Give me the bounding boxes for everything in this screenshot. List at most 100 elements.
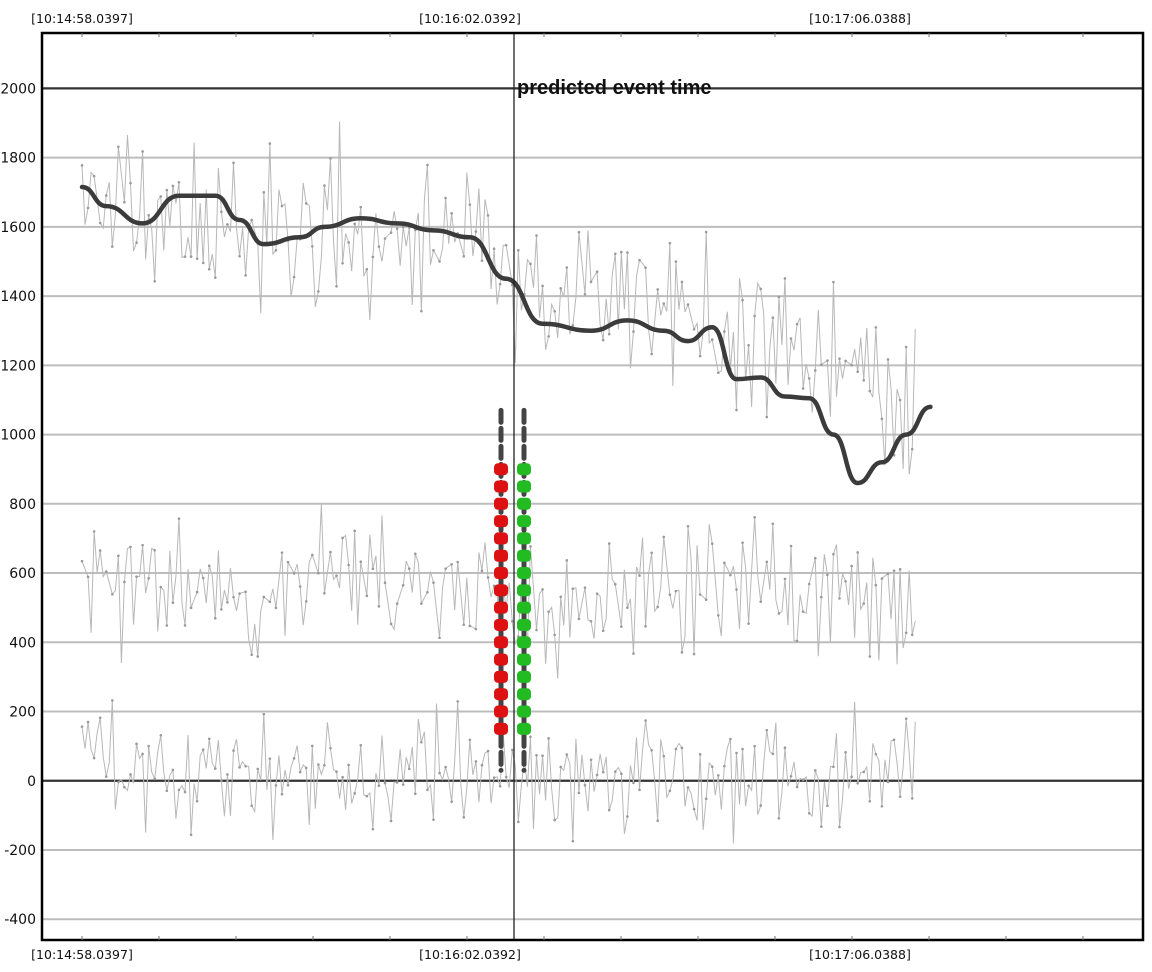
raw-point <box>304 766 308 770</box>
raw-point <box>529 735 532 739</box>
raw-point <box>129 545 132 549</box>
raw-point <box>668 241 672 245</box>
raw-point <box>547 737 550 740</box>
raw-point <box>432 818 435 821</box>
raw-point <box>292 572 296 575</box>
event-marker-dot <box>517 480 531 493</box>
x-tick-label-top: [10:17:06.0388] <box>809 11 911 26</box>
raw-point <box>371 827 375 831</box>
x-tick-label-top: [10:14:58.0397] <box>31 11 133 26</box>
raw-point <box>323 763 326 767</box>
raw-point <box>529 545 532 548</box>
raw-point <box>607 332 611 336</box>
raw-point <box>783 277 787 280</box>
raw-point <box>832 765 835 769</box>
raw-point <box>141 543 144 547</box>
raw-point <box>759 287 763 291</box>
plot-frame <box>40 31 1145 942</box>
raw-point <box>256 767 260 771</box>
raw-point <box>680 746 684 750</box>
raw-point <box>607 808 611 812</box>
raw-point <box>347 763 350 767</box>
raw-point <box>462 816 466 819</box>
raw-point <box>189 833 193 837</box>
raw-point <box>238 592 241 595</box>
raw-point <box>141 752 144 756</box>
raw-point <box>341 262 344 265</box>
y-tick-label: 1200 <box>0 358 36 374</box>
raw-point <box>747 622 750 625</box>
raw-point <box>892 569 896 572</box>
raw-point <box>135 742 138 746</box>
event-marker-dot <box>494 463 508 476</box>
raw-point <box>195 799 199 803</box>
raw-point <box>474 230 478 233</box>
raw-point <box>680 651 684 654</box>
raw-point <box>535 753 538 757</box>
raw-point <box>850 775 853 779</box>
raw-point <box>317 763 320 766</box>
raw-point <box>565 753 569 756</box>
raw-point <box>807 812 811 815</box>
raw-point <box>723 764 726 768</box>
raw-point <box>214 616 217 620</box>
raw-point <box>195 257 199 260</box>
raw-point <box>686 303 690 306</box>
raw-point <box>92 756 96 760</box>
smoothed-trend-group <box>79 33 933 940</box>
raw-point <box>365 794 369 798</box>
raw-point <box>480 569 484 573</box>
raw-point <box>529 262 532 266</box>
raw-point <box>420 740 423 744</box>
event-marker-dot <box>517 705 531 718</box>
event-marker-dot <box>494 688 508 701</box>
raw-point <box>650 748 653 752</box>
raw-point <box>444 765 447 769</box>
raw-point <box>420 309 423 313</box>
raw-point <box>486 214 490 217</box>
raw-point <box>577 230 581 234</box>
raw-point <box>710 765 714 769</box>
raw-point <box>389 622 393 626</box>
raw-point <box>868 389 872 393</box>
raw-point <box>268 757 272 760</box>
raw-point <box>292 757 296 760</box>
raw-point <box>195 590 199 594</box>
raw-point <box>310 553 314 557</box>
raw-point <box>862 379 866 382</box>
predicted-event-time-label: predicted event time <box>517 77 712 99</box>
raw-point <box>880 804 884 808</box>
raw-point <box>280 792 284 796</box>
raw-point <box>432 581 435 584</box>
y-tick-label: 1800 <box>0 151 36 167</box>
raw-point <box>238 254 241 258</box>
raw-point <box>571 323 575 327</box>
raw-point <box>480 259 484 262</box>
raw-point <box>765 728 769 732</box>
raw-point <box>668 789 672 793</box>
raw-point <box>620 625 623 628</box>
raw-point <box>813 369 817 372</box>
raw-point <box>607 542 611 545</box>
event-marker-dot <box>517 618 531 631</box>
raw-point <box>383 581 387 584</box>
raw-point <box>571 839 575 843</box>
raw-point <box>880 417 884 421</box>
raw-point <box>153 279 157 283</box>
raw-point <box>262 191 266 194</box>
raw-point <box>474 627 478 631</box>
raw-point <box>111 245 114 248</box>
event-marker-dot <box>517 463 531 476</box>
raw-point <box>813 556 817 560</box>
raw-point <box>426 163 429 167</box>
raw-point <box>910 447 914 451</box>
event-marker-dot <box>494 567 508 580</box>
raw-point <box>626 606 629 609</box>
raw-point <box>462 623 466 626</box>
raw-point <box>80 164 84 167</box>
raw-point <box>189 255 193 258</box>
raw-point <box>850 363 853 367</box>
raw-point <box>335 770 338 773</box>
raw-point <box>401 783 405 786</box>
raw-point <box>832 552 835 556</box>
